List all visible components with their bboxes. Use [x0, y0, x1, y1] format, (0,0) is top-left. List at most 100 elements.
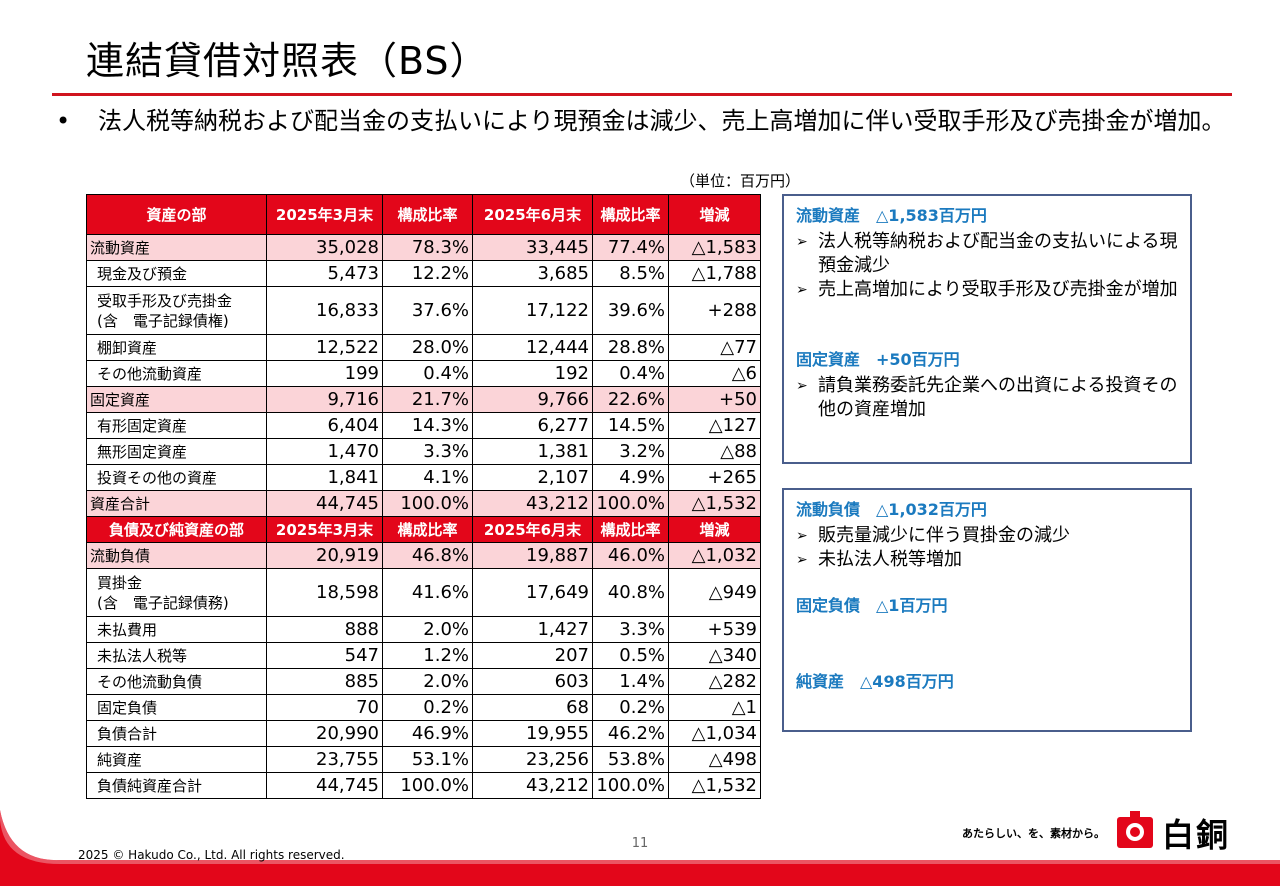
- row-label-subtext: (含 電子記録債務): [97, 593, 229, 612]
- cell-v1: 20,990: [266, 720, 383, 747]
- cell-v2: 17,122: [472, 286, 593, 335]
- row-label: 固定負債: [86, 694, 267, 721]
- cell-r1: 1.2%: [382, 642, 473, 669]
- cell-v1: 1,470: [266, 438, 383, 465]
- row-label: 受取手形及び売掛金 (含 電子記録債権): [86, 286, 267, 335]
- column-header: 増減: [668, 516, 761, 543]
- cell-v1: 23,755: [266, 746, 383, 773]
- row-label: 流動負債: [86, 542, 267, 569]
- table-row: 投資その他の資産 1,841 4.1% 2,107 4.9% +265: [86, 464, 761, 491]
- cell-r1: 0.2%: [382, 694, 473, 721]
- row-label-text: 買掛金: [97, 573, 143, 592]
- row-label-text: 純資産: [97, 751, 143, 769]
- cell-r2: 3.2%: [592, 438, 669, 465]
- current-assets-heading: 流動資産 △1,583百万円: [796, 206, 987, 225]
- cell-d: △1,034: [668, 720, 761, 747]
- cell-r2: 0.5%: [592, 642, 669, 669]
- cell-v2: 19,887: [472, 542, 593, 569]
- table-row: 有形固定資産 6,404 14.3% 6,277 14.5% △127: [86, 412, 761, 439]
- row-label-text: 未払費用: [97, 621, 158, 639]
- cell-d: △1,583: [668, 234, 761, 261]
- unit-note: （単位：百万円）: [680, 172, 801, 190]
- arrow-bullet-icon: ➢: [796, 282, 808, 298]
- cell-r2: 46.2%: [592, 720, 669, 747]
- cell-r2: 0.2%: [592, 694, 669, 721]
- cell-r1: 0.4%: [382, 360, 473, 387]
- cell-v1: 70: [266, 694, 383, 721]
- column-header: 負債及び純資産の部: [86, 516, 267, 543]
- cell-v1: 20,919: [266, 542, 383, 569]
- title-divider: [52, 93, 1232, 96]
- cell-d: △1,032: [668, 542, 761, 569]
- cell-d: +265: [668, 464, 761, 491]
- page-number: 11: [631, 836, 649, 851]
- table-header-row: 資産の部 2025年3月末 構成比率 2025年6月末 構成比率 増減: [86, 194, 761, 235]
- column-header: 構成比率: [382, 516, 473, 543]
- cell-d: △282: [668, 668, 761, 695]
- cell-r1: 3.3%: [382, 438, 473, 465]
- cell-r2: 3.3%: [592, 616, 669, 643]
- table-row: 棚卸資産 12,522 28.0% 12,444 28.8% △77: [86, 334, 761, 361]
- cell-r2: 53.8%: [592, 746, 669, 773]
- list-item: ➢ 売上高増加により受取手形及び売掛金が増加: [796, 278, 1178, 302]
- cell-d: +50: [668, 386, 761, 413]
- row-label-text: 資産合計: [90, 495, 151, 513]
- company-logo-text: 白銅: [1162, 816, 1231, 854]
- list-item-text: 未払法人税等増加: [818, 549, 962, 570]
- cell-v2: 6,277: [472, 412, 593, 439]
- cell-v2: 33,445: [472, 234, 593, 261]
- fixed-assets-heading: 固定資産 +50百万円: [796, 350, 960, 369]
- arrow-bullet-icon: ➢: [796, 552, 808, 568]
- summary-text: 法人税等納税および配当金の支払いにより現預金は減少、売上高増加に伴い受取手形及び…: [98, 107, 1226, 135]
- row-label-text: その他流動資産: [97, 365, 203, 383]
- cell-d: △1,788: [668, 260, 761, 287]
- table-row: 未払法人税等 547 1.2% 207 0.5% △340: [86, 642, 761, 669]
- cell-v1: 1,841: [266, 464, 383, 491]
- cell-r1: 12.2%: [382, 260, 473, 287]
- row-label: 純資産: [86, 746, 267, 773]
- list-item: ➢ 法人税等納税および配当金の支払いによる現預金減少: [796, 230, 1178, 278]
- row-label-subtext: (含 電子記録債権): [97, 311, 229, 330]
- cell-v2: 19,955: [472, 720, 593, 747]
- current-liabilities-heading: 流動負債 △1,032百万円: [796, 500, 987, 519]
- list-item-text: 請負業務委託先企業への出資による投資その他の資産増加: [818, 375, 1178, 420]
- table-row: 未払費用 888 2.0% 1,427 3.3% +539: [86, 616, 761, 643]
- table-row: 純資産 23,755 53.1% 23,256 53.8% △498: [86, 746, 761, 773]
- column-header: 資産の部: [86, 194, 267, 235]
- row-label: その他流動負債: [86, 668, 267, 695]
- net-assets-heading: 純資産 △498百万円: [796, 672, 954, 691]
- table-row: 固定資産 9,716 21.7% 9,766 22.6% +50: [86, 386, 761, 413]
- page-title: 連結貸借対照表（BS）: [86, 39, 489, 83]
- row-label: その他流動資産: [86, 360, 267, 387]
- row-label-text: 投資その他の資産: [97, 469, 218, 487]
- row-label-text: 固定資産: [90, 391, 151, 409]
- row-label: 有形固定資産: [86, 412, 267, 439]
- cell-v1: 547: [266, 642, 383, 669]
- cell-r1: 2.0%: [382, 616, 473, 643]
- row-label: 未払法人税等: [86, 642, 267, 669]
- liabilities-commentary-box: 流動負債 △1,032百万円 ➢ 販売量減少に伴う買掛金の減少 ➢ 未払法人税等増加…: [782, 488, 1192, 732]
- row-label: 現金及び預金: [86, 260, 267, 287]
- cell-v1: 16,833: [266, 286, 383, 335]
- fixed-liabilities-heading: 固定負債 △1百万円: [796, 596, 948, 615]
- list-item: ➢ 請負業務委託先企業への出資による投資その他の資産増加: [796, 374, 1178, 422]
- list-item-text: 販売量減少に伴う買掛金の減少: [818, 525, 1070, 546]
- cell-v2: 192: [472, 360, 593, 387]
- cell-d: +288: [668, 286, 761, 335]
- row-label-text: 未払法人税等: [97, 647, 188, 665]
- cell-v2: 23,256: [472, 746, 593, 773]
- cell-v1: 44,745: [266, 490, 383, 517]
- cell-r1: 14.3%: [382, 412, 473, 439]
- table-row: 受取手形及び売掛金 (含 電子記録債権) 16,833 37.6% 17,122 39.6…: [86, 286, 761, 335]
- cell-r2: 1.4%: [592, 668, 669, 695]
- arrow-bullet-icon: ➢: [796, 378, 808, 394]
- list-item: ➢ 販売量減少に伴う買掛金の減少: [796, 524, 1178, 548]
- cell-v2: 9,766: [472, 386, 593, 413]
- row-label: 負債純資産合計: [86, 772, 267, 799]
- cell-d: △340: [668, 642, 761, 669]
- cell-r1: 100.0%: [382, 490, 473, 517]
- footer-decoration: [0, 810, 1280, 886]
- column-header: 2025年6月末: [472, 516, 593, 543]
- row-label: 流動資産: [86, 234, 267, 261]
- row-label: 棚卸資産: [86, 334, 267, 361]
